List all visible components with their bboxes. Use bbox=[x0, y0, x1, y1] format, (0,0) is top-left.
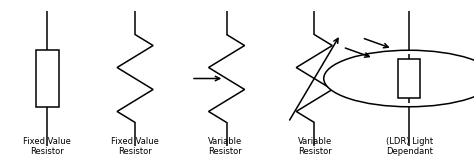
FancyBboxPatch shape bbox=[398, 59, 420, 98]
Text: Variable
Resistor
(Rheostat): Variable Resistor (Rheostat) bbox=[293, 137, 337, 157]
Text: Fixed Value
Resistor
(IEC Symbol): Fixed Value Resistor (IEC Symbol) bbox=[20, 137, 74, 157]
FancyBboxPatch shape bbox=[36, 50, 59, 107]
Text: (LDR) Light
Dependant
Resistor: (LDR) Light Dependant Resistor bbox=[386, 137, 434, 157]
Text: Variable
Resistor
(Potentiometer): Variable Resistor (Potentiometer) bbox=[192, 137, 258, 157]
Circle shape bbox=[324, 50, 474, 107]
Text: Fixed Value
Resistor
(IEEE Symbol): Fixed Value Resistor (IEEE Symbol) bbox=[106, 137, 164, 157]
